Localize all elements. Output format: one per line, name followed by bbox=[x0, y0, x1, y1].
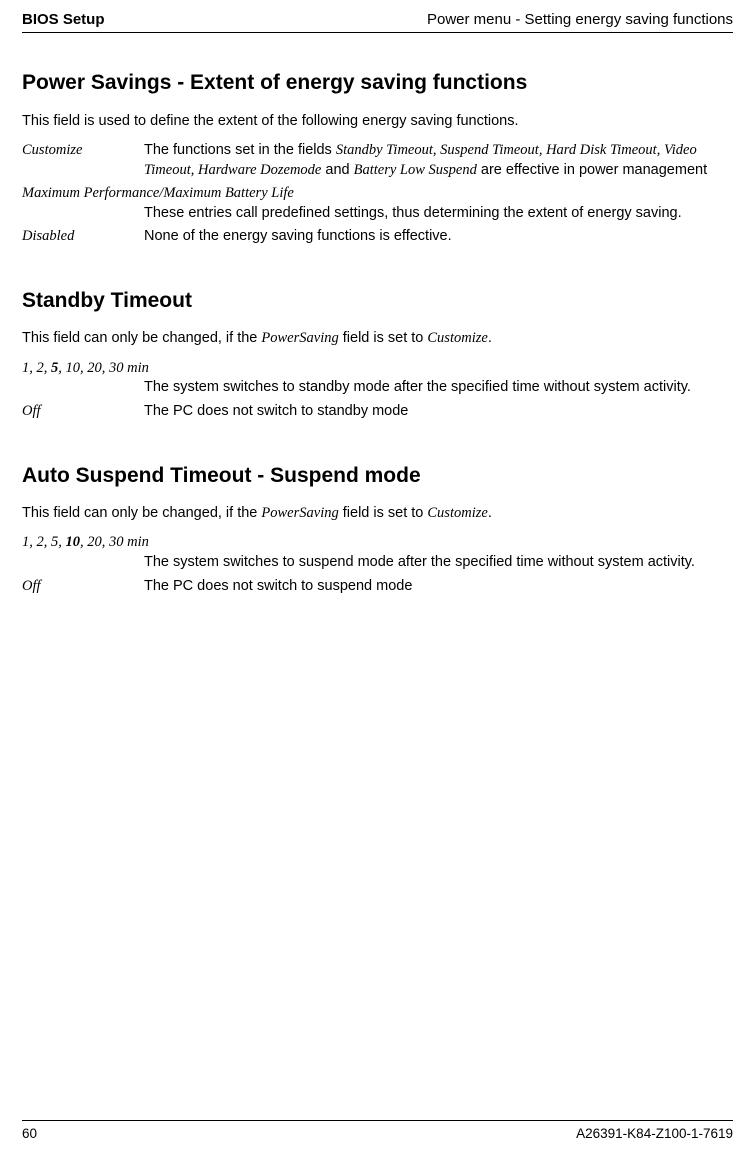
definition-row: CustomizeThe functions set in the fields… bbox=[22, 141, 733, 180]
section-intro: This field can only be changed, if the P… bbox=[22, 504, 733, 524]
header-rule bbox=[22, 32, 733, 33]
definition-desc: None of the energy saving functions is e… bbox=[144, 227, 733, 247]
definition-term: Customize bbox=[22, 141, 144, 180]
definition-row: 1, 2, 5, 10, 20, 30 minThe system switch… bbox=[22, 359, 733, 398]
footer-rule bbox=[22, 1120, 733, 1121]
definition-row: Maximum Performance/Maximum Battery Life… bbox=[22, 184, 733, 223]
definition-desc: The functions set in the fields Standby … bbox=[144, 141, 733, 180]
definition-term: Disabled bbox=[22, 227, 144, 247]
definition-term: 1, 2, 5, 10, 20, 30 min bbox=[22, 359, 733, 379]
definition-desc: The PC does not switch to standby mode bbox=[144, 402, 733, 422]
header-left: BIOS Setup bbox=[22, 10, 105, 30]
definition-row: DisabledNone of the energy saving functi… bbox=[22, 227, 733, 247]
content-area: Power Savings - Extent of energy saving … bbox=[22, 69, 733, 596]
page-header: BIOS Setup Power menu - Setting energy s… bbox=[22, 10, 733, 30]
definition-desc: The system switches to suspend mode afte… bbox=[22, 553, 733, 573]
definition-desc: These entries call predefined settings, … bbox=[22, 204, 733, 224]
section-gap bbox=[22, 251, 733, 287]
doc-id: A26391-K84-Z100-1-7619 bbox=[576, 1125, 733, 1143]
definition-desc: The system switches to standby mode afte… bbox=[22, 378, 733, 398]
definition-term: Off bbox=[22, 402, 144, 422]
definition-term: 1, 2, 5, 10, 20, 30 min bbox=[22, 533, 733, 553]
definition-row: OffThe PC does not switch to suspend mod… bbox=[22, 577, 733, 597]
section-heading: Standby Timeout bbox=[22, 287, 733, 315]
definition-term: Off bbox=[22, 577, 144, 597]
section-intro: This field can only be changed, if the P… bbox=[22, 329, 733, 349]
definition-row: OffThe PC does not switch to standby mod… bbox=[22, 402, 733, 422]
section-heading: Auto Suspend Timeout - Suspend mode bbox=[22, 462, 733, 490]
section-gap bbox=[22, 426, 733, 462]
definition-term: Maximum Performance/Maximum Battery Life bbox=[22, 184, 733, 204]
section-heading: Power Savings - Extent of energy saving … bbox=[22, 69, 733, 97]
definition-row: 1, 2, 5, 10, 20, 30 minThe system switch… bbox=[22, 533, 733, 572]
header-right: Power menu - Setting energy saving funct… bbox=[427, 10, 733, 30]
definition-desc: The PC does not switch to suspend mode bbox=[144, 577, 733, 597]
page-footer: 60 A26391-K84-Z100-1-7619 bbox=[22, 1120, 733, 1143]
section-intro: This field is used to define the extent … bbox=[22, 112, 733, 132]
page-number: 60 bbox=[22, 1125, 37, 1143]
